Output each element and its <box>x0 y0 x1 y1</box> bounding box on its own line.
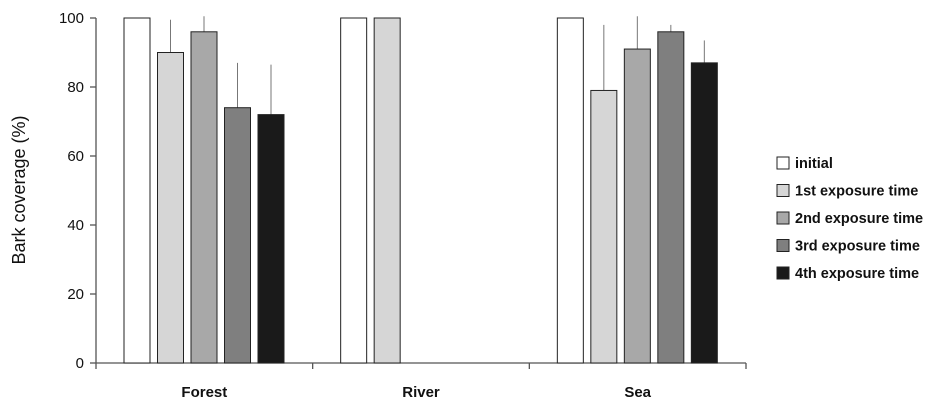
legend-label: 2nd exposure time <box>795 211 923 227</box>
bar-forest-series-2 <box>190 31 218 364</box>
y-ticks: 0 20 40 60 80 100 <box>59 10 96 372</box>
bar-forest-series-3 <box>224 107 251 364</box>
x-category-label: Sea <box>624 384 651 401</box>
legend-swatch <box>776 211 790 225</box>
x-category-label: Forest <box>181 384 227 401</box>
bar-forest-series-1 <box>157 52 184 364</box>
y-axis-title: Bark coverage (%) <box>9 115 29 264</box>
x-category-label: River <box>402 384 440 401</box>
legend: initial 1st exposure time 2nd exposure tim… <box>776 156 923 282</box>
x-category-labels: Forest River Sea <box>181 384 651 401</box>
legend-swatch <box>776 184 790 197</box>
bar-sea-series-3 <box>657 31 685 364</box>
bar-sea-series-0 <box>556 17 584 364</box>
y-tick-label: 60 <box>67 148 84 165</box>
legend-swatch <box>776 266 790 280</box>
bar-river-series-1 <box>373 17 401 364</box>
legend-swatch <box>776 239 790 252</box>
legend-label: 4th exposure time <box>795 266 919 282</box>
legend-label: initial <box>795 156 833 172</box>
bars <box>123 17 718 364</box>
bar-forest-series-0 <box>123 17 151 364</box>
bar-sea-series-4 <box>690 62 718 364</box>
bar-river-series-0 <box>340 17 368 364</box>
bar-sea-series-2 <box>623 48 651 364</box>
legend-swatch <box>776 156 790 170</box>
y-tick-label: 20 <box>67 286 84 303</box>
legend-label: 3rd exposure time <box>795 239 920 255</box>
y-tick-label: 80 <box>67 79 84 96</box>
y-tick-label: 100 <box>59 10 84 27</box>
bar-forest-series-4 <box>257 114 285 364</box>
bar-sea-series-1 <box>590 89 618 364</box>
y-tick-label: 40 <box>67 217 84 234</box>
legend-label: 1st exposure time <box>795 184 918 200</box>
error-bars <box>170 16 705 115</box>
y-tick-label: 0 <box>76 355 84 372</box>
